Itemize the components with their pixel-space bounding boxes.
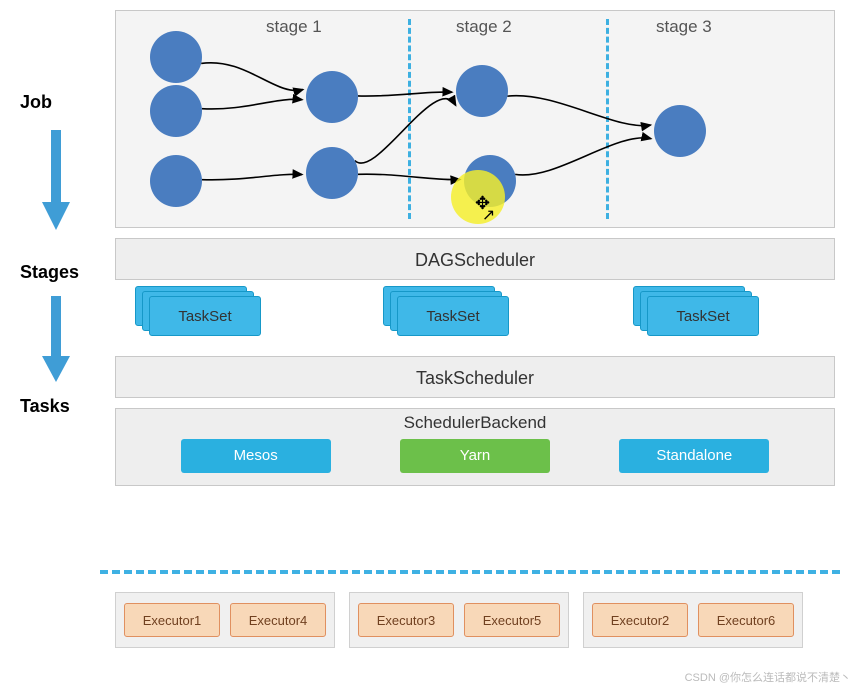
executor-box: Executor4 (230, 603, 326, 637)
executor-box: Executor2 (592, 603, 688, 637)
task-scheduler-panel: TaskScheduler (115, 356, 835, 398)
taskset-card: TaskSet (397, 296, 509, 336)
executor-box: Executor1 (124, 603, 220, 637)
dag-node (654, 105, 706, 157)
arrow-job-to-stages (42, 130, 70, 230)
executor-box: Executor3 (358, 603, 454, 637)
dag-node (150, 155, 202, 207)
executor-box: Executor6 (698, 603, 794, 637)
pointer-cursor-icon: ↖ (482, 205, 495, 225)
dag-node (150, 31, 202, 83)
stage-divider-1 (408, 19, 411, 219)
taskset-card: TaskSet (647, 296, 759, 336)
executors-row: Executor1Executor4Executor3Executor5Exec… (115, 592, 803, 648)
executor-group: Executor2 Executor6 (583, 592, 803, 648)
stage-label-3: stage 3 (656, 17, 712, 37)
main-column: stage 1 stage 2 stage 3 ✥ ↖ DAGScheduler… (115, 10, 835, 496)
label-job: Job (20, 92, 52, 113)
dag-node (306, 147, 358, 199)
dag-panel: stage 1 stage 2 stage 3 ✥ ↖ (115, 10, 835, 228)
taskset-card: TaskSet (149, 296, 261, 336)
scheduler-backend-title: SchedulerBackend (116, 413, 834, 433)
executor-box: Executor5 (464, 603, 560, 637)
label-tasks: Tasks (20, 396, 70, 417)
stage-label-2: stage 2 (456, 17, 512, 37)
horizontal-separator (100, 570, 840, 574)
stage-divider-2 (606, 19, 609, 219)
stage-label-1: stage 1 (266, 17, 322, 37)
executor-group: Executor1 Executor4 (115, 592, 335, 648)
backend-buttons-row: Mesos Yarn Standalone (116, 439, 834, 473)
arrow-stages-to-tasks (42, 296, 70, 382)
label-stages: Stages (20, 262, 79, 283)
backend-button-yarn[interactable]: Yarn (400, 439, 550, 473)
backend-button-standalone[interactable]: Standalone (619, 439, 769, 473)
taskset-stack: TaskSet (383, 290, 513, 338)
watermark: CSDN @你怎么连话都说不清楚丶 (685, 669, 851, 685)
executor-group: Executor3 Executor5 (349, 592, 569, 648)
taskset-row: TaskSet TaskSet TaskSet (115, 290, 835, 346)
dag-node (456, 65, 508, 117)
taskset-stack: TaskSet (633, 290, 763, 338)
dag-scheduler-panel: DAGScheduler (115, 238, 835, 280)
dag-node (150, 85, 202, 137)
dag-node (306, 71, 358, 123)
taskset-stack: TaskSet (135, 290, 265, 338)
scheduler-backend-panel: SchedulerBackend Mesos Yarn Standalone (115, 408, 835, 486)
backend-button-mesos[interactable]: Mesos (181, 439, 331, 473)
